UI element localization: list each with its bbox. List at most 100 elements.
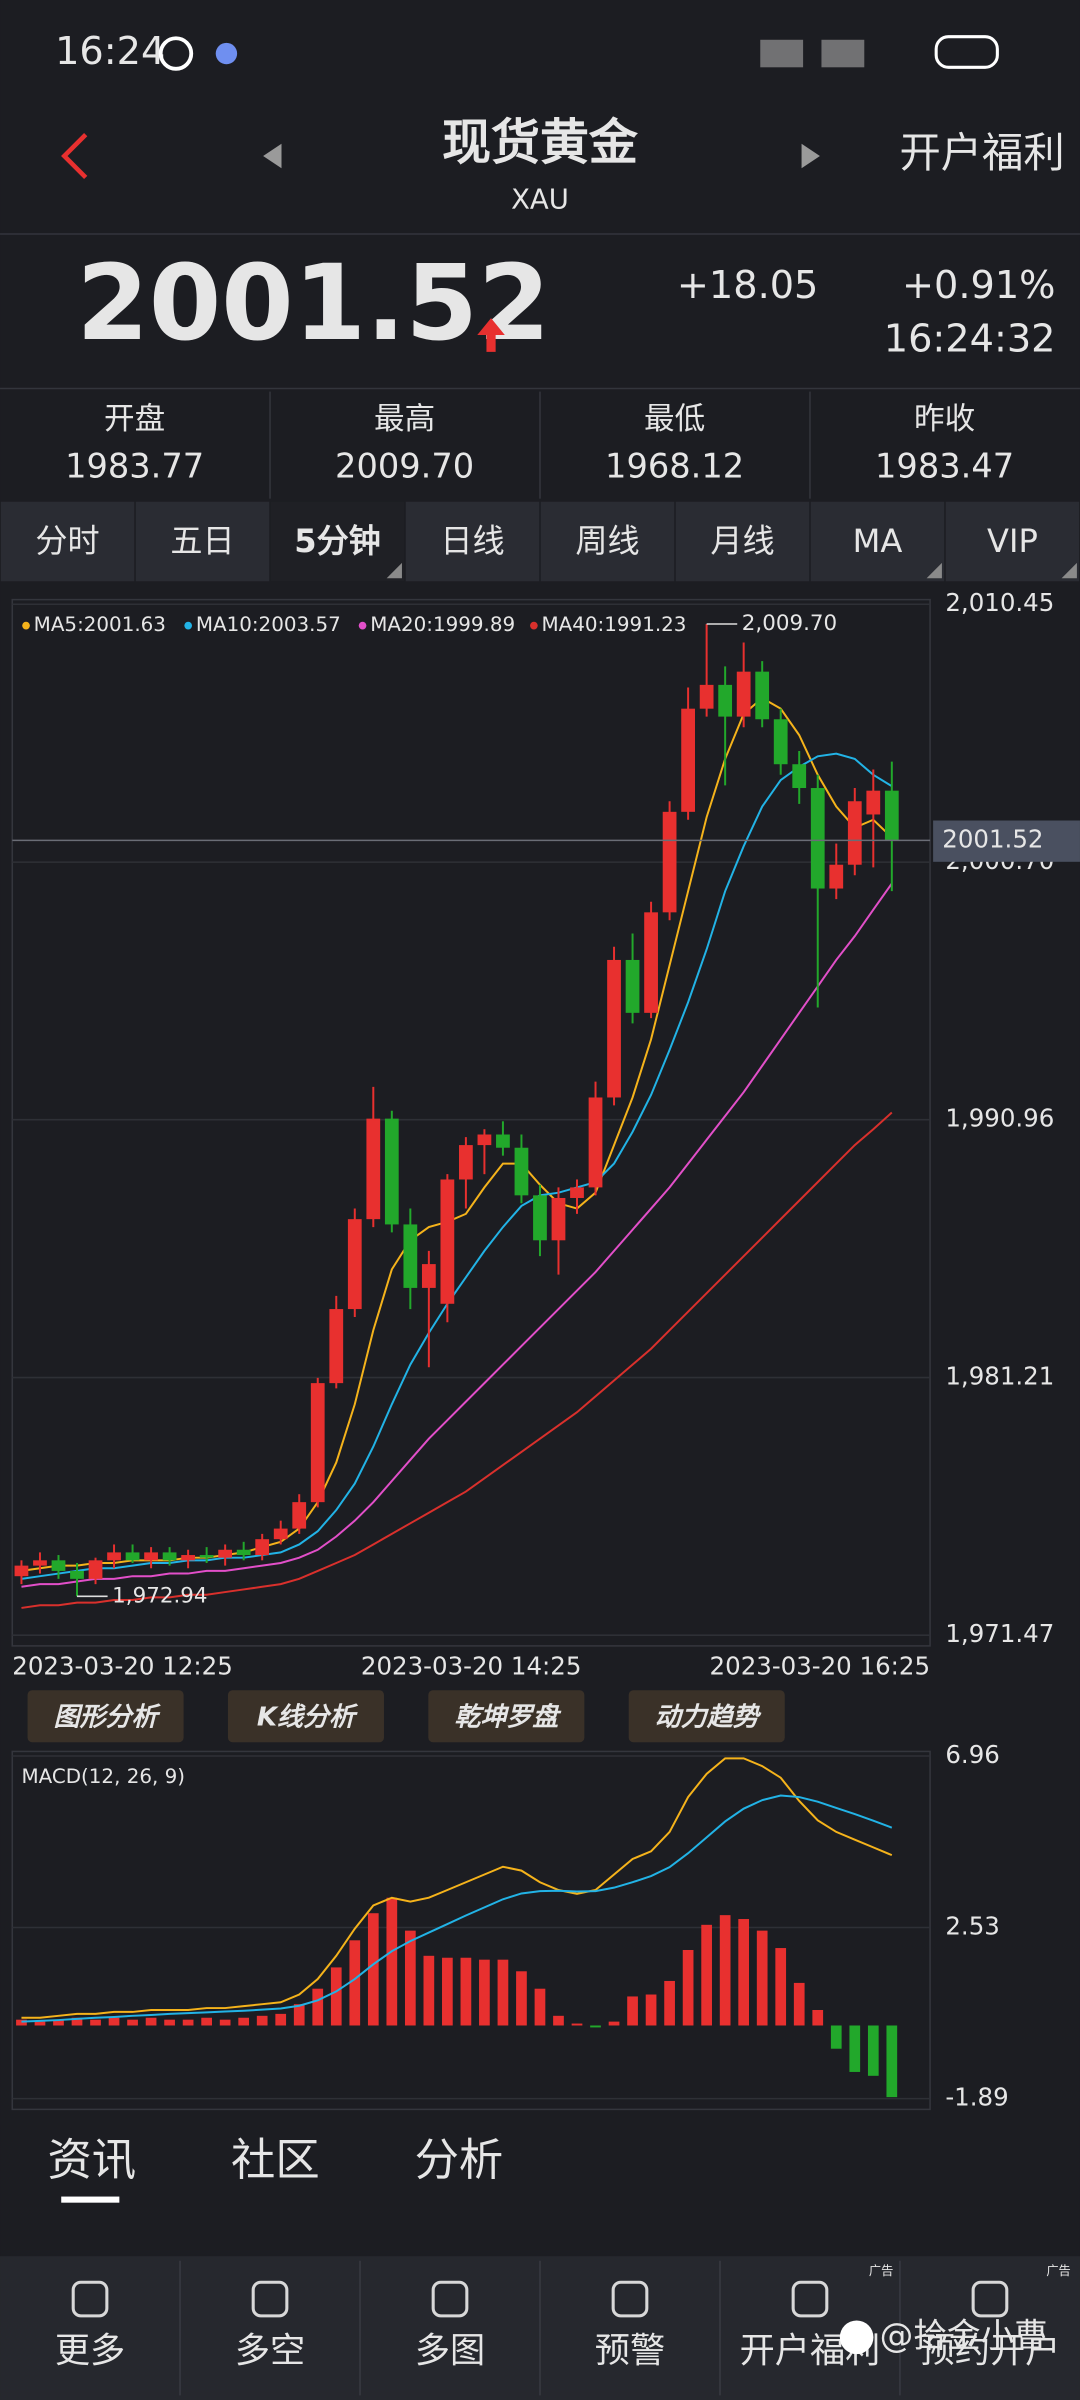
x-tick-label: 2023-03-20 16:25 (710, 1651, 931, 1680)
macd-bar (497, 1959, 509, 2026)
legend-label: MA10:2003.57 (196, 613, 341, 636)
candle-body (51, 1560, 66, 1571)
back-button[interactable] (61, 132, 88, 180)
macd-bar (404, 1930, 416, 2026)
chart-frame (11, 598, 931, 1647)
macd-bar (90, 2019, 101, 2026)
signal-icon (760, 39, 804, 68)
period-tab[interactable]: 5分钟 (294, 522, 381, 560)
tool-label[interactable]: 乾坤罗盘 (454, 1702, 562, 1732)
tool-button[interactable] (628, 1690, 785, 1743)
y-tick-label: -1.89 (945, 2083, 1008, 2112)
macd-bar (590, 2025, 601, 2028)
period-tab-bg[interactable] (0, 501, 135, 582)
section-tab[interactable]: 社区 (231, 2135, 320, 2186)
ma-line (21, 882, 893, 1588)
period-tab[interactable]: 月线 (710, 522, 774, 560)
watermark: @拾金小曹 (880, 2316, 1048, 2355)
macd-bar (571, 2023, 583, 2026)
macd-bar (386, 1897, 398, 2026)
candle-body (792, 764, 807, 789)
period-tab[interactable]: 日线 (440, 522, 504, 560)
macd-bar (256, 2015, 268, 2026)
period-tab[interactable]: 五日 (170, 522, 234, 560)
tool-button[interactable] (428, 1690, 585, 1743)
candle-body (477, 1134, 492, 1146)
macd-line (21, 1757, 893, 2019)
macd-bar (627, 1996, 638, 2026)
period-tab-bg[interactable] (405, 501, 540, 582)
tool-label[interactable]: 图形分析 (54, 1702, 162, 1732)
candle-body (847, 801, 862, 865)
quote-time: 16:24:32 (884, 318, 1056, 362)
change-percent: +0.91% (902, 264, 1056, 308)
macd-bar (293, 2004, 305, 2026)
x-tick-label: 2023-03-20 12:25 (12, 1651, 233, 1680)
period-tab[interactable]: 分时 (35, 522, 99, 560)
low-label: 1,972.94 (112, 1583, 207, 1608)
stat-label: 昨收 (914, 402, 975, 437)
legend-label: MA20:1999.89 (370, 613, 515, 636)
candle-body (459, 1145, 473, 1180)
period-tab-bg[interactable] (540, 501, 675, 582)
period-tab-bg[interactable] (675, 501, 810, 582)
tool-label[interactable]: 动力趋势 (655, 1702, 762, 1732)
nav-label[interactable]: 多空 (235, 2331, 305, 2372)
period-tab-bg[interactable] (135, 501, 270, 582)
next-button[interactable] (801, 143, 820, 169)
tool-button[interactable] (227, 1690, 384, 1743)
app-icon (215, 42, 238, 65)
candle-body (236, 1549, 251, 1556)
header-action[interactable]: 开户福利 (899, 129, 1064, 177)
tab-corner (386, 562, 402, 579)
candle-body (199, 1555, 214, 1558)
period-tab-bg[interactable] (945, 501, 1080, 582)
legend-dot (22, 621, 30, 630)
stat-label: 最低 (644, 402, 705, 437)
nav-label[interactable]: 多图 (415, 2331, 485, 2372)
candle-body (570, 1187, 584, 1198)
candle-body (533, 1195, 547, 1241)
nav-icon (431, 2280, 469, 2318)
nav-label[interactable]: 预警 (595, 2331, 665, 2372)
nav-label[interactable]: 预约开户 (920, 2331, 1061, 2372)
macd-title: MACD(12, 26, 9) (21, 1765, 185, 1788)
tab-corner (1061, 562, 1077, 579)
macd-bar (849, 2025, 861, 2072)
stat-value: 1983.77 (65, 447, 204, 486)
macd-bar (275, 2013, 287, 2026)
macd-bar (71, 2017, 83, 2026)
tool-button[interactable] (27, 1690, 184, 1743)
section-tab[interactable]: 资讯 (47, 2135, 136, 2186)
macd-bar (608, 2021, 620, 2026)
legend-dot (184, 621, 193, 630)
candle-body (681, 708, 695, 812)
macd-bar (423, 1955, 435, 2026)
nav-label[interactable]: 更多 (55, 2331, 125, 2372)
macd-bar (34, 2021, 46, 2026)
candle-body (736, 671, 751, 717)
stat-value: 1968.12 (605, 447, 744, 486)
watermark-icon (839, 2320, 874, 2355)
prev-button[interactable] (263, 143, 282, 169)
period-tab-bg[interactable] (810, 501, 945, 582)
section-tab[interactable]: 分析 (415, 2135, 504, 2186)
period-tab[interactable]: MA (853, 522, 903, 560)
candle-body (866, 790, 881, 815)
candle-body (347, 1219, 362, 1310)
tool-label[interactable]: K线分析 (257, 1702, 359, 1732)
price: 2001.52 (77, 242, 551, 364)
ad-label: 广告 (1046, 2264, 1070, 2278)
period-tab[interactable]: 周线 (575, 522, 639, 560)
tab-corner (926, 562, 942, 579)
period-tab[interactable]: VIP (987, 522, 1038, 560)
candle-body (514, 1147, 529, 1196)
candle-body (884, 790, 899, 841)
alarm-icon (158, 36, 194, 71)
macd-bar (682, 1949, 694, 2026)
macd-line (21, 1794, 893, 2023)
macd-bar (201, 2017, 212, 2026)
legend-label: MA5:2001.63 (34, 613, 166, 636)
period-tab-bg[interactable] (270, 501, 405, 582)
candle-body (644, 912, 658, 1013)
